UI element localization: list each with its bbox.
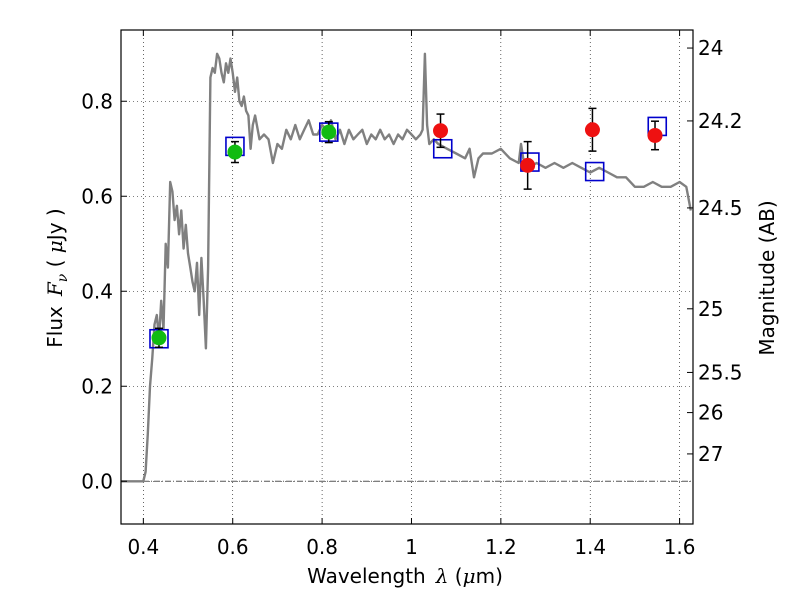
x-axis-title-prefix: Wavelength xyxy=(307,564,426,588)
red-data-point xyxy=(433,123,449,139)
x-axis-unit-open: ( xyxy=(448,564,462,588)
x-tick-label: 1 xyxy=(405,535,418,559)
y-axis-unit-rest: Jy ) xyxy=(43,208,67,242)
red-data-point xyxy=(520,157,536,173)
model-square-marker xyxy=(432,138,453,159)
x-tick-label: 1.6 xyxy=(664,535,696,559)
axis-ticks: 0.4 0.6 0.8 1 1.2 1.4 1.6 0.0 0.2 0.4 0.6 0.8 24 24.2… xyxy=(81,30,743,559)
axes-frame xyxy=(120,29,694,525)
y-axis-flux-subscript: ν xyxy=(55,273,71,282)
y-tick-label: 0.8 xyxy=(81,89,113,113)
green-data-point xyxy=(321,124,337,140)
mag-tick-label: 25.5 xyxy=(698,360,743,384)
mag-tick-label: 24.2 xyxy=(698,109,743,133)
red-data-point xyxy=(647,127,663,143)
y-tick-label: 0.4 xyxy=(81,279,113,303)
x-tick-label: 0.8 xyxy=(306,535,338,559)
green-data-point xyxy=(151,330,167,346)
x-axis-unit-mu: μ xyxy=(463,564,476,588)
mag-tick-label: 24.5 xyxy=(698,196,743,220)
model-square-marker xyxy=(584,161,605,182)
mag-tick-label: 26 xyxy=(698,401,723,425)
mag-tick-label: 27 xyxy=(698,442,723,466)
mag-tick-label: 24 xyxy=(698,36,723,60)
x-tick-label: 0.6 xyxy=(217,535,249,559)
y-axis-unit-mu: μ xyxy=(43,240,67,253)
x-tick-label: 1.4 xyxy=(574,535,606,559)
x-tick-label: 1.2 xyxy=(485,535,517,559)
y-tick-label: 0.0 xyxy=(81,469,113,493)
x-axis-title: Wavelength λ (μm) xyxy=(307,564,503,588)
plot-area xyxy=(121,52,692,483)
sed-template-line xyxy=(121,52,692,483)
y-tick-label: 0.6 xyxy=(81,184,113,208)
mag-tick-label: 25 xyxy=(698,297,723,321)
red-data-point xyxy=(584,122,600,138)
y-axis-title: Flux Fν ( μJy ) xyxy=(43,208,71,347)
x-axis-lambda: λ xyxy=(435,564,449,588)
green-data-point xyxy=(227,144,243,160)
y-tick-label: 0.2 xyxy=(81,374,113,398)
y2-axis-title: Magnitude (AB) xyxy=(755,200,779,355)
y-axis-flux-symbol: F xyxy=(43,281,67,297)
x-tick-label: 0.4 xyxy=(127,535,159,559)
y-axis-title-prefix: Flux xyxy=(43,306,67,348)
y-axis-unit-open: ( xyxy=(43,253,67,274)
x-axis-unit-rest: m) xyxy=(476,564,503,588)
